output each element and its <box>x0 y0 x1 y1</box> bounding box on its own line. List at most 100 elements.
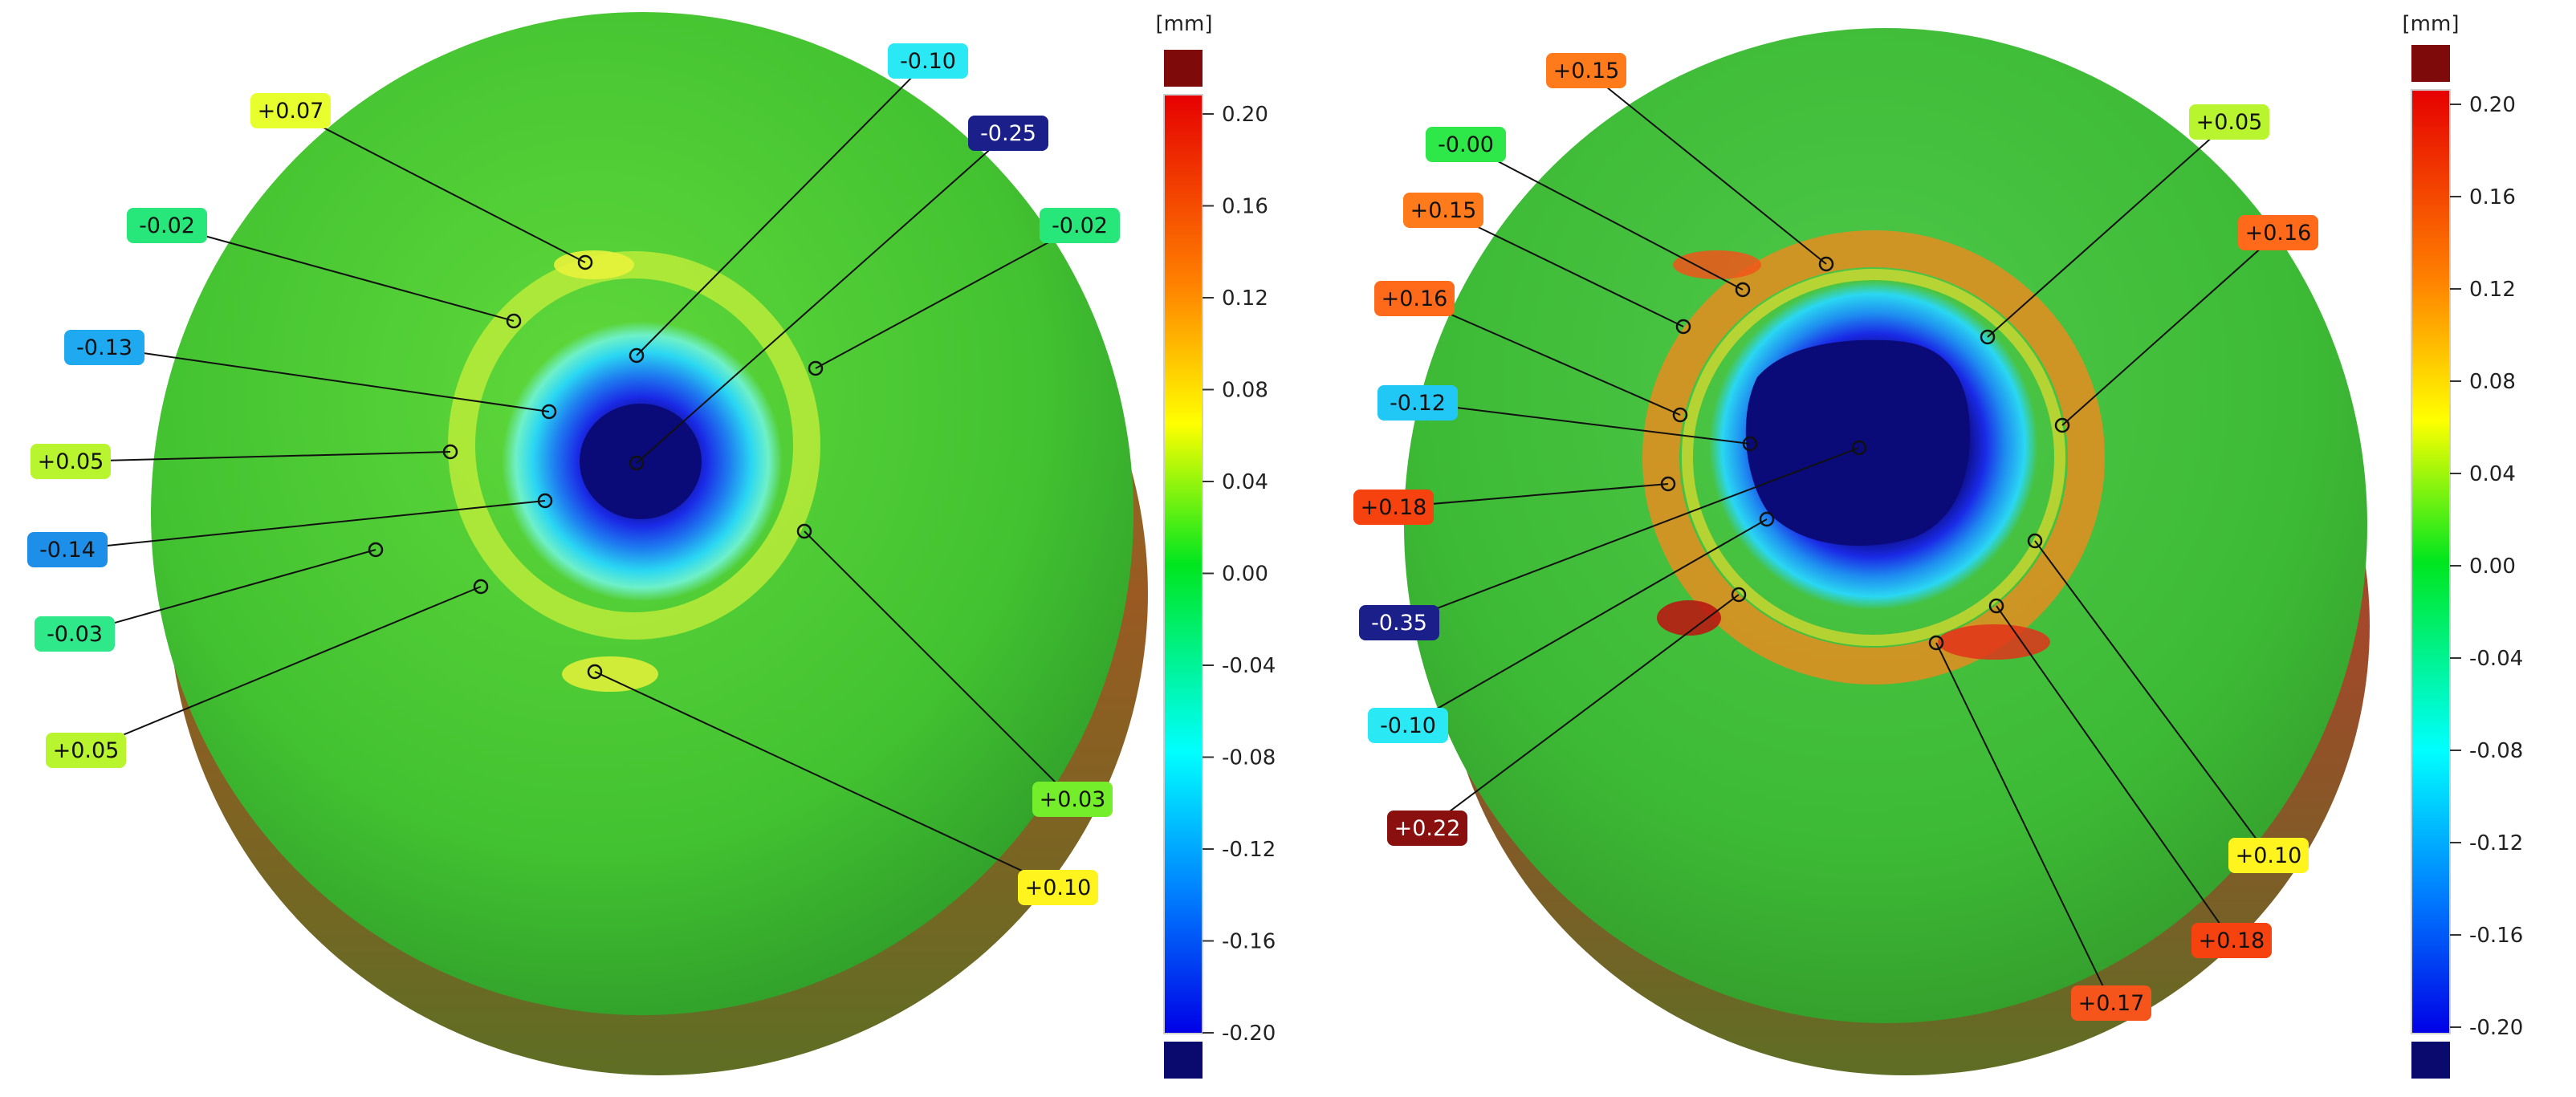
deviation-callout[interactable]: -0.35 <box>1359 605 1439 640</box>
annotation-leader-line <box>1393 483 1669 508</box>
annotation-leader-line <box>1996 605 2232 941</box>
deviation-callout[interactable]: +0.18 <box>2191 923 2272 958</box>
deviation-callout[interactable]: -0.14 <box>27 532 108 567</box>
measurement-point-marker[interactable] <box>808 360 824 376</box>
annotation-leader-line <box>1935 642 2112 1004</box>
scale-unit-label: [mm] <box>2403 12 2460 36</box>
deviation-callout[interactable]: +0.16 <box>1374 281 1455 316</box>
measurement-point-marker[interactable] <box>1759 511 1775 527</box>
deviation-map-right: [mm] 0.20 0.16 0.12 0.08 0.04 0.00 -0.04 -0.08 -… <box>1353 12 2523 1079</box>
deviation-callout[interactable]: +0.15 <box>1546 53 1626 88</box>
measurement-point-marker[interactable] <box>629 455 645 471</box>
scale-tick-label: 0.08 <box>2469 370 2516 394</box>
annotation-leaders-left <box>67 60 1080 888</box>
measurement-point-marker[interactable] <box>1735 282 1751 298</box>
scale-tick-label: 0.00 <box>2469 555 2516 579</box>
measurement-point-marker[interactable] <box>1660 476 1676 492</box>
measurement-point-marker[interactable] <box>587 664 603 680</box>
measurement-point-marker[interactable] <box>1851 440 1867 456</box>
scale-tick-label: -0.20 <box>2469 1016 2523 1040</box>
deviation-callout[interactable]: +0.05 <box>46 733 126 768</box>
measurement-point-marker[interactable] <box>1675 319 1691 335</box>
measurement-point-marker[interactable] <box>1988 598 2004 614</box>
measurement-point-marker[interactable] <box>796 523 812 539</box>
deviation-callout[interactable]: -0.02 <box>1040 208 1120 243</box>
deviation-callout[interactable]: +0.17 <box>2071 985 2151 1021</box>
scale-tick-label: 0.20 <box>2469 93 2516 117</box>
annotation-labels-right: +0.15 -0.00 +0.05 +0.15 +0.16 +0.16 -0.12 +0.18… <box>1353 53 2318 1021</box>
measurement-point-marker[interactable] <box>1928 635 1944 651</box>
annotation-leader-line <box>1585 70 1827 265</box>
measurement-point-marker[interactable] <box>629 347 645 364</box>
annotation-leader-line <box>2061 232 2279 426</box>
deviation-callout[interactable]: -0.03 <box>35 616 115 652</box>
deviation-callout[interactable]: +0.05 <box>31 444 111 479</box>
measurement-point-marker[interactable] <box>2054 417 2070 433</box>
deviation-callout[interactable]: -0.13 <box>64 330 144 365</box>
deviation-callout[interactable]: +0.18 <box>1353 490 1434 525</box>
callout-value-label: -0.25 <box>980 121 1036 146</box>
callout-value-label: +0.15 <box>1410 198 1477 223</box>
measurement-point-marker[interactable] <box>2027 533 2043 549</box>
deviation-callout[interactable]: -0.12 <box>1378 385 1458 421</box>
deviation-callout[interactable]: +0.22 <box>1387 811 1467 846</box>
callout-box <box>1426 127 1506 162</box>
scale-tick-label: 0.16 <box>1222 195 1268 219</box>
measurement-point-marker[interactable] <box>1980 329 1996 345</box>
callout-box <box>1378 385 1458 421</box>
annotation-leader-line <box>1443 209 1684 327</box>
annotation-leader-line <box>1987 121 2230 338</box>
deviation-view-left: [mm] 0.20 0.16 0.12 0.08 0.04 0.00 -0.04 -0.08 -… <box>27 12 1276 1079</box>
deviation-callout[interactable]: -0.25 <box>968 116 1048 151</box>
deviation-hotspot <box>562 656 658 692</box>
deviation-callout[interactable]: +0.07 <box>250 93 331 128</box>
deviation-callout[interactable]: -0.02 <box>127 208 207 243</box>
scale-tick-label: -0.20 <box>1222 1022 1276 1046</box>
callout-box <box>1368 708 1448 743</box>
measurement-point-marker[interactable] <box>473 579 489 595</box>
deviation-hotspot <box>1673 250 1761 279</box>
deviation-hotspot <box>1657 600 1721 636</box>
measurement-point-marker[interactable] <box>1731 587 1747 603</box>
measurement-point-marker[interactable] <box>541 404 557 420</box>
callout-value-label: +0.05 <box>2196 110 2263 135</box>
scale-tick-label: -0.12 <box>1222 838 1276 862</box>
deviation-callout[interactable]: +0.10 <box>2228 838 2309 873</box>
measurement-point-marker[interactable] <box>1818 256 1834 272</box>
annotation-labels-left: -0.10 -0.25 +0.07 -0.02 -0.02 -0.13 +0.05 -0.14… <box>27 43 1120 905</box>
measurement-point-marker[interactable] <box>1672 407 1688 423</box>
deviation-callout[interactable]: -0.10 <box>1368 708 1448 743</box>
callout-value-label: +0.22 <box>1394 816 1461 841</box>
measurement-point-marker[interactable] <box>442 444 458 460</box>
callout-value-label: -0.10 <box>1380 713 1436 738</box>
callout-value-label: +0.05 <box>53 738 120 763</box>
measurement-point-marker[interactable] <box>506 313 522 329</box>
measurement-point-marker[interactable] <box>537 493 553 509</box>
scale-tick-label: 0.00 <box>1222 563 1268 587</box>
deviation-callout[interactable]: -0.10 <box>888 43 968 79</box>
deviation-callout[interactable]: +0.05 <box>2189 104 2269 140</box>
annotation-leader-line <box>67 500 546 551</box>
deviation-callout[interactable]: +0.03 <box>1032 782 1113 817</box>
scale-tick-label: 0.16 <box>2469 185 2516 209</box>
scale-tick-label: -0.08 <box>2469 739 2523 763</box>
annotation-leader-line <box>2034 540 2269 856</box>
measurement-point-marker[interactable] <box>1742 436 1758 452</box>
scale-overflow-high-swatch <box>1164 50 1203 87</box>
scale-tick-label: -0.16 <box>1222 930 1276 954</box>
deviation-callout[interactable]: +0.15 <box>1403 193 1483 228</box>
callout-value-label: -0.02 <box>139 213 195 238</box>
deviation-callout[interactable]: +0.16 <box>2238 215 2318 250</box>
callout-value-label: +0.03 <box>1040 787 1106 812</box>
deviation-callout[interactable]: +0.10 <box>1018 870 1098 905</box>
annotation-leader-line <box>1417 402 1751 445</box>
deviation-map-left: [mm] 0.20 0.16 0.12 0.08 0.04 0.00 -0.04 -0.08 -… <box>27 12 1276 1079</box>
measurement-point-marker[interactable] <box>577 254 593 270</box>
deviation-callout[interactable]: -0.00 <box>1426 127 1506 162</box>
measurement-point-marker[interactable] <box>368 542 384 558</box>
annotation-leader-line <box>636 60 929 356</box>
scale-ticks-right: 0.20 0.16 0.12 0.08 0.04 0.00 -0.04 -0.08 -0.12 -… <box>2450 93 2523 1040</box>
color-scale-bar <box>2411 89 2451 1034</box>
callout-box <box>1359 605 1439 640</box>
annotation-leader-line <box>166 225 515 322</box>
